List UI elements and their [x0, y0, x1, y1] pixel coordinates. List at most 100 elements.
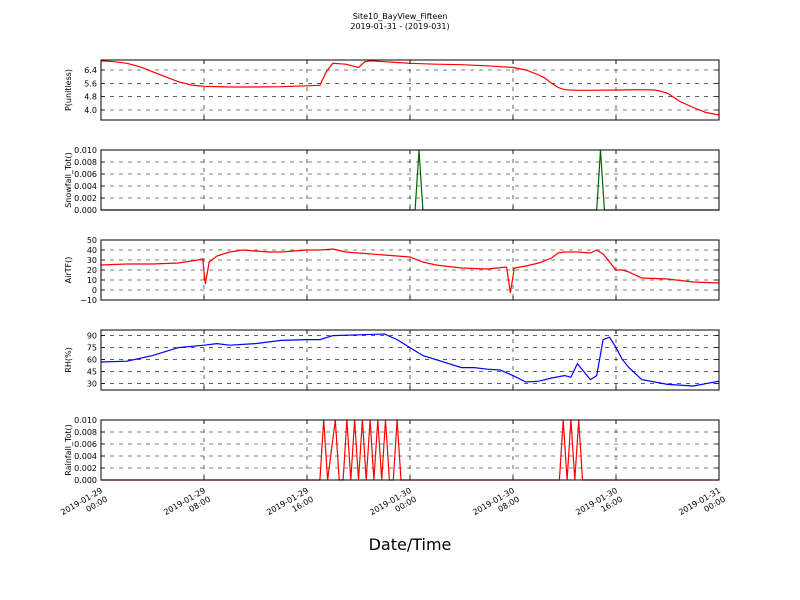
data-point — [680, 101, 681, 102]
data-point — [197, 259, 198, 260]
data-point — [319, 339, 320, 340]
data-point — [435, 264, 436, 265]
data-point — [564, 251, 565, 252]
y-tick-label: 30 — [87, 256, 97, 265]
data-point — [191, 84, 192, 85]
series-line — [100, 60, 720, 116]
y-tick-label: 0.000 — [74, 476, 97, 485]
data-point — [205, 283, 206, 284]
data-point — [512, 375, 513, 376]
y-tick-label: 75 — [87, 344, 97, 353]
data-point — [590, 252, 591, 253]
data-point — [319, 85, 320, 86]
data-point — [113, 61, 114, 62]
data-point — [461, 267, 462, 268]
data-point — [551, 257, 552, 258]
subplot-5: 0.000 0.002 0.004 0.006 0.008 0.010Rainfall_T… — [64, 416, 720, 485]
data-point — [384, 333, 385, 334]
data-point — [242, 249, 243, 250]
data-point — [448, 363, 449, 364]
data-point — [216, 343, 217, 344]
y-tick-label: 4.8 — [84, 93, 97, 102]
data-point — [514, 267, 515, 268]
data-point — [358, 67, 359, 68]
data-point — [693, 107, 694, 108]
data-point — [564, 375, 565, 376]
y-tick-label: 0.002 — [74, 194, 97, 203]
data-point — [596, 249, 597, 250]
data-point — [209, 261, 210, 262]
subplot-1: 4.0 4.8 5.6 6.4 P(unitless) — [64, 59, 720, 121]
data-point — [358, 334, 359, 335]
y-tick-label: 10 — [87, 276, 97, 285]
data-point — [229, 86, 230, 87]
data-point — [152, 263, 153, 264]
y-axis-label: Rainfall_Tot() — [64, 424, 73, 476]
data-point — [152, 355, 153, 356]
x-tick-label: 2019-01-2916:00 — [265, 486, 315, 526]
x-tick-label: 2019-01-3008:00 — [471, 486, 521, 526]
y-tick-label: 0.006 — [74, 170, 97, 179]
y-tick-label: 40 — [87, 246, 97, 255]
data-point — [500, 369, 501, 370]
data-point — [435, 359, 436, 360]
data-point — [551, 83, 552, 84]
data-point — [384, 254, 385, 255]
data-point — [364, 61, 365, 62]
data-point — [654, 89, 655, 90]
y-tick-label: 0 — [92, 286, 97, 295]
y-tick-label: 0.010 — [74, 416, 97, 425]
data-point — [671, 95, 672, 96]
data-point — [345, 64, 346, 65]
y-tick-label: 0.004 — [74, 182, 97, 191]
data-point — [306, 339, 307, 340]
y-tick-label: 0.004 — [74, 452, 97, 461]
series-line — [100, 333, 720, 387]
data-point — [622, 269, 623, 270]
data-point — [545, 78, 546, 79]
data-point — [126, 63, 127, 64]
y-tick-label: 0.008 — [74, 428, 97, 437]
data-point — [268, 251, 269, 252]
data-point — [384, 61, 385, 62]
data-point — [615, 269, 616, 270]
data-point — [667, 384, 668, 385]
data-point — [281, 86, 282, 87]
y-tick-label: 0.006 — [74, 440, 97, 449]
subplot-4: 30 45 60 75 90 RH(%) — [64, 329, 720, 391]
data-point — [667, 278, 668, 279]
y-tick-label: 20 — [87, 266, 97, 275]
data-point — [628, 367, 629, 368]
data-point — [178, 81, 179, 82]
data-point — [202, 258, 203, 259]
y-axis-label: RH(%) — [64, 347, 73, 372]
data-point — [693, 385, 694, 386]
data-point — [461, 367, 462, 368]
data-point — [139, 66, 140, 67]
data-point — [603, 253, 604, 254]
data-point — [622, 359, 623, 360]
data-point — [525, 69, 526, 70]
x-tick-label: 2019-01-3000:00 — [368, 486, 418, 526]
data-point — [474, 367, 475, 368]
data-point — [693, 281, 694, 282]
y-axis-label: P(unitless) — [64, 69, 73, 111]
y-tick-label: 0.000 — [74, 206, 97, 215]
data-point — [126, 361, 127, 362]
series-line — [100, 248, 720, 294]
data-point — [306, 85, 307, 86]
y-tick-label: 0.010 — [74, 146, 97, 155]
data-point — [332, 248, 333, 249]
data-point — [660, 91, 661, 92]
y-tick-label: 4.0 — [84, 106, 97, 115]
data-point — [397, 339, 398, 340]
data-point — [409, 256, 410, 257]
data-point — [577, 90, 578, 91]
data-point — [422, 261, 423, 262]
data-point — [538, 381, 539, 382]
data-point — [538, 74, 539, 75]
data-point — [512, 67, 513, 68]
data-point — [641, 379, 642, 380]
data-point — [706, 112, 707, 113]
